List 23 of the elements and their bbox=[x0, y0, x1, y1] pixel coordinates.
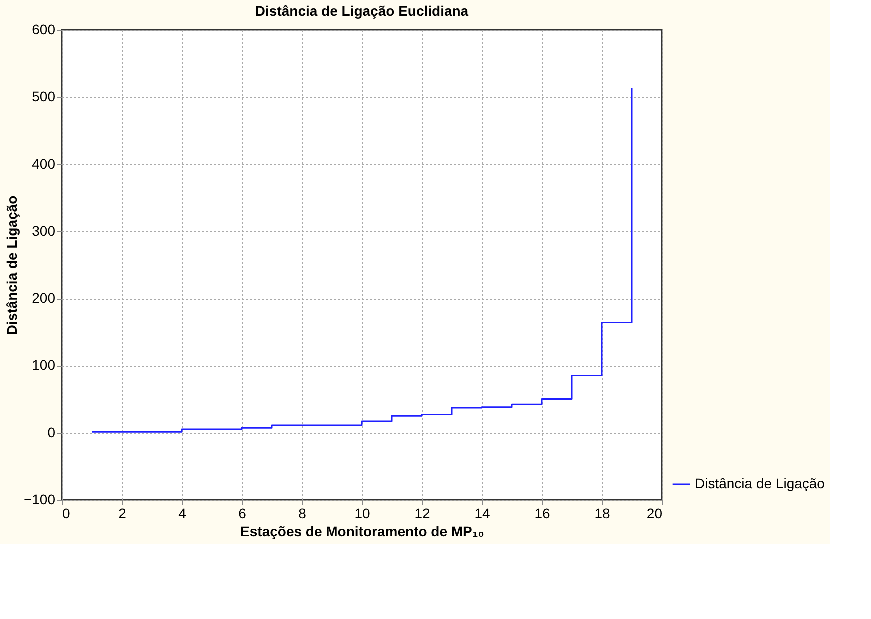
x-tick-label: 12 bbox=[414, 506, 430, 522]
chart-title: Distância de Ligação Euclidiana bbox=[255, 3, 469, 19]
y-tick-label: 400 bbox=[32, 156, 56, 172]
y-tick-label: 100 bbox=[32, 357, 56, 374]
x-tick-label: 6 bbox=[238, 506, 247, 522]
x-tick-label: 20 bbox=[646, 506, 663, 522]
x-tick-label: 10 bbox=[354, 506, 370, 522]
x-tick-label: 18 bbox=[594, 506, 610, 522]
x-axis-title: Estações de Monitoramento de MP₁₀ bbox=[240, 524, 484, 540]
y-tick-label: 0 bbox=[48, 424, 56, 440]
x-tick-label: 0 bbox=[62, 506, 70, 522]
x-tick-label: 4 bbox=[178, 506, 187, 522]
y-tick-label: 600 bbox=[32, 22, 56, 38]
x-tick-label: 2 bbox=[118, 506, 127, 522]
y-tick-label: 300 bbox=[32, 222, 56, 239]
x-tick-label: 8 bbox=[298, 506, 307, 522]
y-tick-label: 500 bbox=[32, 88, 56, 105]
y-tick-label: −100 bbox=[24, 492, 56, 508]
y-tick-label: 200 bbox=[32, 290, 56, 306]
y-axis-title: Distância de Ligação bbox=[4, 196, 20, 336]
legend-label: Distância de Ligação bbox=[695, 476, 826, 492]
x-tick-label: 16 bbox=[534, 506, 550, 522]
x-tick-label: 14 bbox=[474, 506, 490, 522]
